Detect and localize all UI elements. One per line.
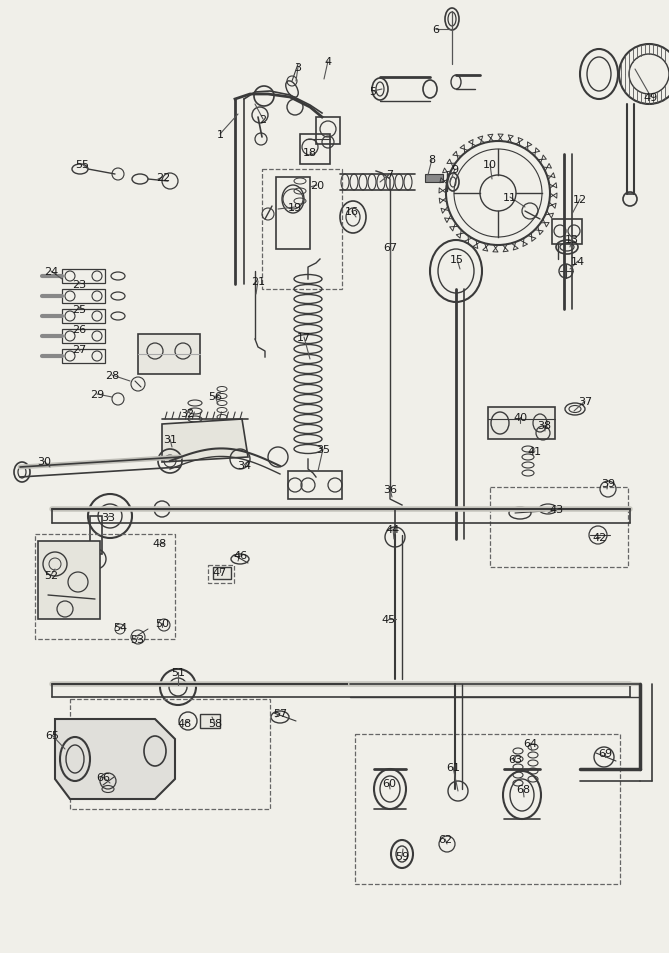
Bar	[35, 535, 175, 639]
Text: 4: 4	[324, 57, 332, 67]
Bar	[200, 714, 220, 728]
Text: 5: 5	[369, 87, 377, 97]
Text: 67: 67	[383, 243, 397, 253]
Text: 21: 21	[251, 276, 265, 287]
Text: 6: 6	[432, 25, 440, 35]
Text: 42: 42	[593, 533, 607, 542]
Text: 35: 35	[316, 444, 330, 455]
Text: 34: 34	[237, 460, 251, 471]
Text: 58: 58	[208, 719, 222, 728]
Bar	[425, 174, 443, 183]
Text: 9: 9	[452, 165, 458, 174]
Text: 29: 29	[90, 390, 104, 399]
Text: 36: 36	[383, 484, 397, 495]
Text: 28: 28	[105, 371, 119, 380]
Text: 60: 60	[382, 779, 396, 788]
Text: 1: 1	[217, 130, 223, 140]
Text: 2: 2	[260, 115, 266, 125]
Text: 69: 69	[598, 748, 612, 759]
Text: 13: 13	[565, 234, 579, 245]
Bar	[490, 488, 628, 567]
Text: 48: 48	[153, 538, 167, 548]
Text: 38: 38	[537, 420, 551, 431]
Text: 43: 43	[550, 504, 564, 515]
Text: 37: 37	[578, 396, 592, 407]
Polygon shape	[162, 419, 248, 462]
Text: 12: 12	[573, 194, 587, 205]
Text: 26: 26	[72, 325, 86, 335]
Text: 17: 17	[297, 333, 311, 343]
Text: 8: 8	[428, 154, 436, 165]
Text: 45: 45	[381, 615, 395, 624]
Text: 27: 27	[72, 345, 86, 355]
Polygon shape	[276, 178, 310, 250]
Text: 56: 56	[208, 392, 222, 401]
Text: 31: 31	[163, 435, 177, 444]
Text: 7: 7	[387, 170, 393, 180]
Text: 20: 20	[310, 181, 324, 191]
Text: 18: 18	[303, 148, 317, 158]
Text: 66: 66	[96, 772, 110, 782]
Bar	[355, 734, 620, 884]
Text: 52: 52	[44, 571, 58, 580]
Text: 3: 3	[294, 63, 302, 73]
Text: 16: 16	[345, 207, 359, 216]
Text: 54: 54	[113, 622, 127, 633]
Text: 39: 39	[601, 478, 615, 489]
Text: 41: 41	[528, 447, 542, 456]
Text: 22: 22	[156, 172, 170, 183]
Text: 15: 15	[450, 254, 464, 265]
Text: 19: 19	[288, 203, 302, 213]
Text: 50: 50	[155, 618, 169, 628]
Text: 46: 46	[233, 551, 247, 560]
Text: 62: 62	[438, 834, 452, 844]
Text: 49: 49	[644, 92, 658, 103]
Text: 48: 48	[178, 719, 192, 728]
Text: 61: 61	[446, 762, 460, 772]
Bar	[213, 567, 231, 579]
Polygon shape	[55, 720, 175, 800]
Text: 24: 24	[44, 267, 58, 276]
Text: 25: 25	[72, 305, 86, 314]
Polygon shape	[38, 541, 100, 619]
Text: 14: 14	[571, 256, 585, 267]
Text: 68: 68	[516, 784, 530, 794]
Bar	[262, 170, 342, 290]
Text: 23: 23	[72, 280, 86, 290]
Text: 51: 51	[171, 667, 185, 678]
Text: 55: 55	[75, 160, 89, 170]
Polygon shape	[488, 408, 555, 439]
Text: 63: 63	[508, 754, 522, 764]
Text: 65: 65	[45, 730, 59, 740]
Polygon shape	[138, 335, 200, 375]
Text: 11: 11	[503, 193, 517, 203]
Text: 10: 10	[483, 160, 497, 170]
Bar	[70, 700, 270, 809]
Text: 33: 33	[101, 513, 115, 522]
Text: 53: 53	[130, 635, 144, 644]
Text: 32: 32	[180, 409, 194, 418]
Text: 59: 59	[395, 851, 409, 862]
Text: 47: 47	[213, 567, 227, 578]
Text: 30: 30	[37, 456, 51, 467]
Text: 57: 57	[273, 708, 287, 719]
Text: 44: 44	[386, 524, 400, 535]
Text: 40: 40	[513, 413, 527, 422]
Text: 64: 64	[523, 739, 537, 748]
